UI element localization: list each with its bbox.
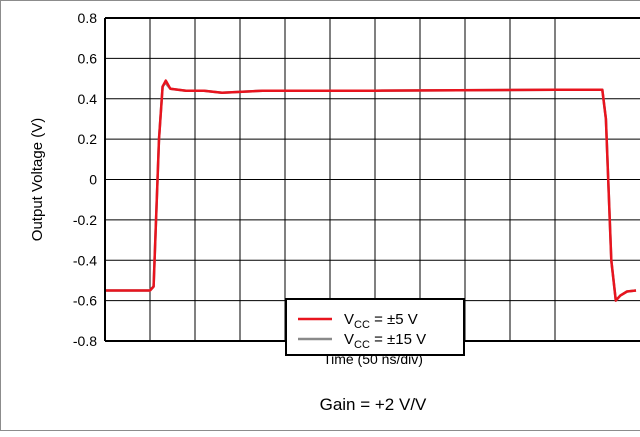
legend-label: VCC = ±5 V xyxy=(344,311,418,331)
legend-box xyxy=(285,298,465,356)
y-tick-label: -0.4 xyxy=(73,252,97,268)
y-tick-label: -0.6 xyxy=(73,293,97,309)
series-group xyxy=(105,79,637,302)
y-tick-label: 0.8 xyxy=(78,10,98,26)
y-tick-label: -0.8 xyxy=(73,333,97,349)
y-tick-label: 0 xyxy=(89,172,97,188)
y-tick-label: 0.6 xyxy=(78,50,98,66)
y-tick-labels: 0.8 0.6 0.4 0.2 0 -0.2 -0.4 -0.6 -0.8 xyxy=(73,10,97,349)
y-tick-label: 0.2 xyxy=(78,131,98,147)
y-axis-label: Output Voltage (V) xyxy=(29,118,46,241)
gain-footnote: Gain = +2 V/V xyxy=(320,395,427,414)
y-tick-label: -0.2 xyxy=(73,212,97,228)
series-line xyxy=(105,79,637,302)
grid xyxy=(105,18,640,341)
y-tick-label: 0.4 xyxy=(78,91,98,107)
legend-label: VCC = ±15 V xyxy=(344,331,426,351)
